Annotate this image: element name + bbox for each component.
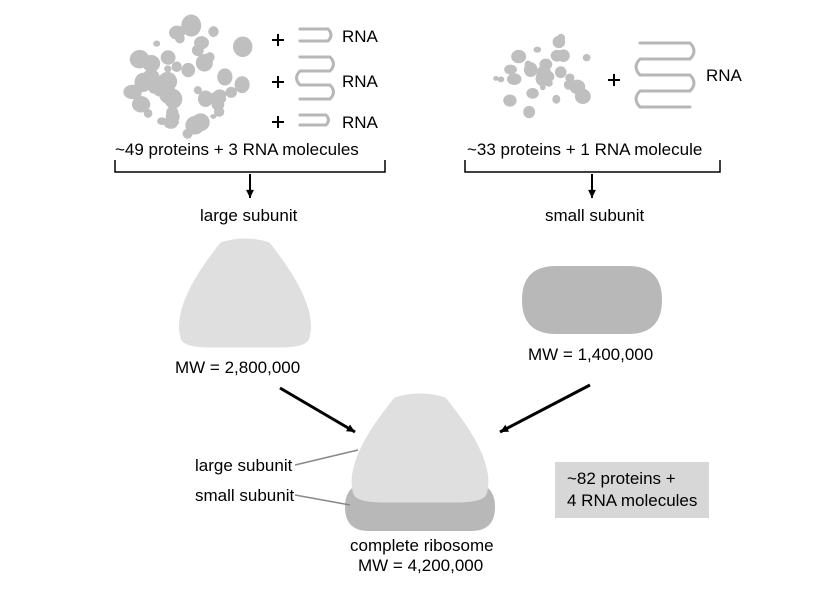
rna-label-1: RNA	[342, 27, 378, 47]
rna-label-2: RNA	[342, 72, 378, 92]
rna-label-right: RNA	[706, 66, 742, 86]
summary-box: ~82 proteins + 4 RNA molecules	[555, 462, 709, 518]
small-subunit-label: small subunit	[545, 206, 644, 226]
left-composition: ~49 proteins + 3 RNA molecules	[115, 140, 359, 160]
large-subunit-pointer-label: large subunit	[195, 456, 292, 476]
ribosome-diagram: RNA RNA RNA RNA ~49 proteins + 3 RNA mol…	[0, 0, 824, 591]
complete-ribosome-label: complete ribosome	[350, 536, 494, 556]
right-composition: ~33 proteins + 1 RNA molecule	[467, 140, 702, 160]
summary-line-1: ~82 proteins +	[567, 468, 697, 490]
complete-ribosome-mw: MW = 4,200,000	[358, 556, 483, 576]
mw-large: MW = 2,800,000	[175, 358, 300, 378]
large-subunit-label: large subunit	[200, 206, 297, 226]
small-subunit-pointer-label: small subunit	[195, 486, 294, 506]
rna-label-3: RNA	[342, 113, 378, 133]
summary-line-2: 4 RNA molecules	[567, 490, 697, 512]
mw-small: MW = 1,400,000	[528, 345, 653, 365]
